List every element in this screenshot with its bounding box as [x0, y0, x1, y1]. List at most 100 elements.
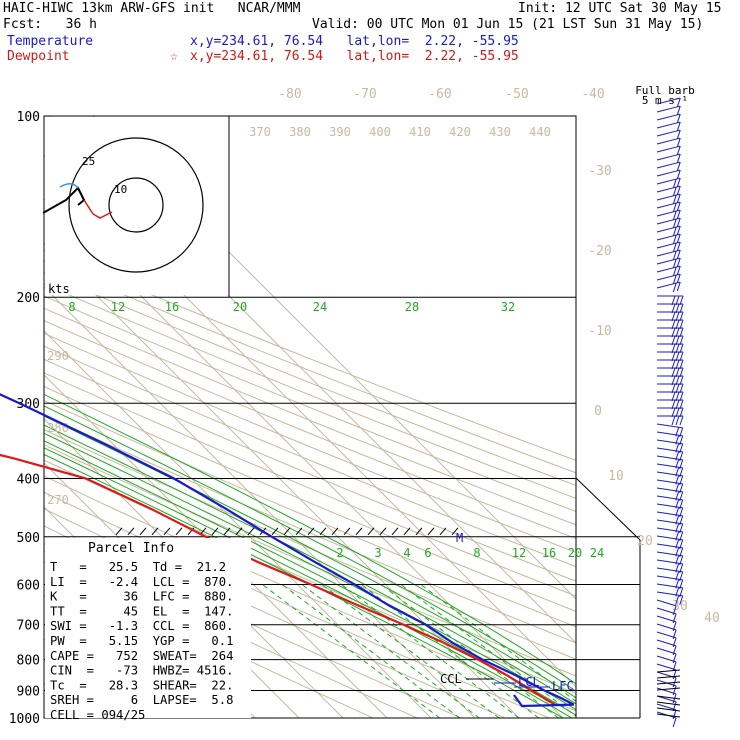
wind-barb-shaft [656, 455, 683, 461]
ccl-marker-label: CCL [440, 672, 462, 686]
parcel-info-row: CIN = -73 HWBZ= 4516. [50, 664, 233, 678]
wind-barb-shaft [656, 575, 683, 581]
hatch-mark [307, 527, 315, 536]
wind-barb-shaft [656, 137, 681, 145]
parcel-info-row: CELL = 094/25 [50, 708, 145, 722]
wind-barb-feather [672, 210, 677, 221]
wind-barb-feather [676, 265, 681, 276]
wind-barb-shaft [656, 687, 677, 695]
wind-barb-feather [679, 415, 684, 426]
hodograph-bg [45, 117, 229, 295]
parcel-info-row: K = 36 LFC = 880. [50, 590, 233, 604]
mixing-ratio-line [321, 584, 500, 718]
dry-adiabat-line [44, 345, 576, 568]
dry-adiabat-line [44, 372, 576, 597]
wind-barb-feather [676, 193, 681, 204]
wind-barb-feather [676, 137, 681, 148]
hatch-mark [367, 527, 375, 536]
wind-barb-shaft [656, 217, 681, 225]
wind-barb-surface [656, 675, 681, 679]
wind-barb-feather [676, 201, 681, 212]
parcel-info-bg [45, 538, 251, 718]
moist-adiabat-label: 8 [68, 300, 75, 314]
mixing-ratio-line [341, 584, 520, 718]
mixing-ratio-label: 24 [590, 546, 604, 560]
hatch-mark [319, 527, 327, 536]
wind-barb-feather [676, 257, 681, 268]
theta-label: 400 [369, 125, 391, 139]
wind-barb-shaft [656, 201, 681, 209]
model-title: HAIC-HIWC 13km ARW-GFS init NCAR/MMM [3, 1, 301, 16]
wind-barb-shaft [656, 193, 681, 201]
wind-barb-shaft [656, 169, 681, 177]
theta-label: 430 [489, 125, 511, 139]
dry-adiabat-line [44, 400, 576, 628]
dry-adiabat-line [44, 260, 576, 474]
wind-barb-shaft [656, 471, 683, 477]
wind-barb-shaft [656, 479, 683, 485]
mixing-ratio-line [400, 584, 576, 717]
wind-barb-feather [676, 281, 681, 292]
hodograph-inner-ring [108, 177, 164, 233]
wind-barb-shaft [656, 663, 677, 671]
wind-barb-shaft [656, 423, 683, 429]
wind-barb-surface [656, 681, 681, 685]
moist-adiabat-label: 32 [501, 300, 515, 314]
wind-barb-shaft [656, 129, 681, 137]
m-marker-label: M [456, 531, 463, 545]
wind-barb-shaft [656, 559, 683, 565]
hatch-mark [391, 527, 399, 536]
lfc-marker-label: LFC [552, 679, 574, 693]
dry-adiabat-line [44, 320, 576, 540]
temperature-scale-label: -50 [505, 87, 528, 102]
wind-barb-feather [672, 226, 677, 237]
wind-barb-feather [672, 282, 677, 293]
theta-label: 370 [249, 125, 271, 139]
wind-barb-feather [676, 161, 681, 172]
mixing-ratio-label: 20 [568, 546, 582, 560]
isotherm-line [44, 374, 388, 718]
wind-barb-feather [676, 121, 681, 132]
moist-adiabat-label: 12 [111, 300, 125, 314]
wind-barb-shaft [656, 567, 683, 573]
wind-barb-feather [672, 186, 677, 197]
hatch-mark [271, 527, 279, 536]
mixing-ratio-label: 2 [336, 546, 343, 560]
wind-barb-feather [671, 415, 676, 426]
wind-barb-shaft [656, 631, 677, 639]
hatch-mark [439, 527, 447, 536]
hatch-mark [115, 527, 123, 536]
plot-frame [43, 115, 577, 719]
wind-barb-shaft [656, 607, 677, 615]
hatch-mark [187, 527, 195, 536]
wind-barb-feather [672, 178, 677, 189]
dry-adiabat-line [44, 272, 576, 487]
wind-barb-feather [676, 105, 681, 116]
hatch-mark [127, 527, 135, 536]
wind-barb-feather [676, 113, 681, 124]
hodograph-units-label: kts [48, 282, 70, 296]
wind-barb-shaft [656, 161, 681, 169]
parcel-info-title: Parcel Info [88, 541, 174, 556]
isotherm-line [44, 242, 520, 718]
parcel-info-row: CAPE = 752 SWEAT= 264 [50, 649, 233, 663]
dewpoint-location: x,y=234.61, 76.54 lat,lon= 2.22, -55.95 [190, 49, 519, 64]
pressure-label: 500 [17, 531, 40, 546]
hatch-mark [331, 527, 339, 536]
pressure-label: 400 [17, 472, 40, 487]
dewpoint-star-icon: ☆ [170, 49, 178, 64]
hatch-mark [163, 527, 171, 536]
temperature-scale-label: 20 [637, 534, 653, 549]
hodograph-trace-red [83, 199, 113, 219]
wind-barb-surface [656, 713, 681, 718]
mixing-ratio-line [360, 584, 540, 718]
wind-barb-feather [676, 145, 681, 156]
wind-barb-shaft [656, 511, 683, 517]
theta-label: 290 [47, 349, 69, 363]
wind-barb-feather [675, 595, 680, 605]
wind-barb-feather [672, 194, 677, 205]
wind-barb-shaft [656, 487, 683, 493]
hatch-mark [415, 527, 423, 536]
wind-barb-shaft [656, 153, 681, 161]
